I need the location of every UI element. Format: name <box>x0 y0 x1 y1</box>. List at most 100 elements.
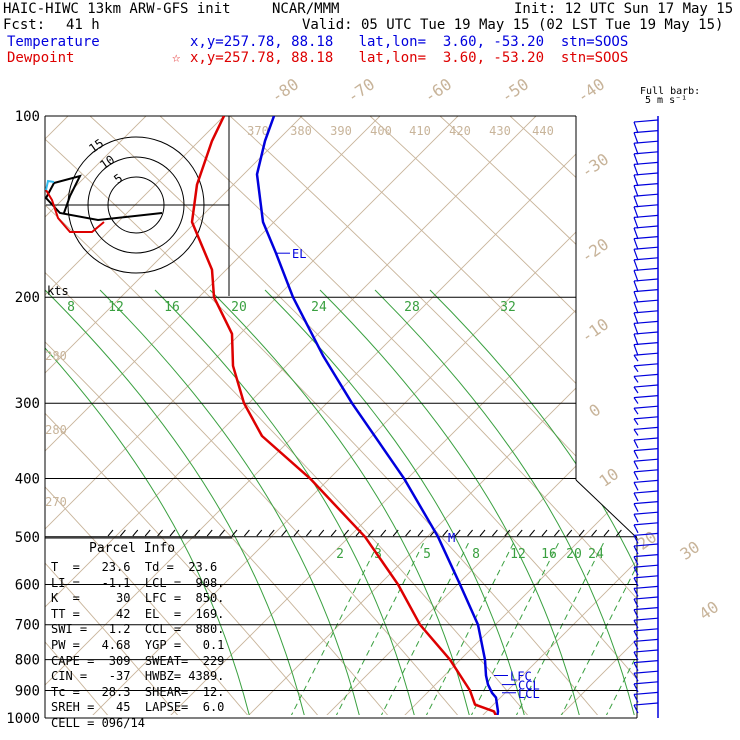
wind-barb-feather <box>633 513 639 523</box>
wind-barb-shaft <box>633 543 659 547</box>
wind-barb <box>633 458 659 470</box>
hodograph-trace-cyan <box>45 179 55 191</box>
isotherm-line <box>45 116 537 715</box>
parcel-info-row: T = 23.6 Td = 23.6 <box>51 560 218 574</box>
wind-barb-shaft <box>633 596 659 600</box>
wind-barb-shaft <box>633 691 659 695</box>
level-tick <box>591 529 597 537</box>
wind-barb-feather <box>633 683 639 693</box>
wind-barb-feather <box>633 609 639 618</box>
wind-barb <box>633 660 659 671</box>
wind-barb-shaft <box>633 342 659 346</box>
level-tick <box>504 529 511 537</box>
wind-barb-shaft <box>633 638 659 642</box>
dry-adiabat-line <box>45 116 251 715</box>
wind-barb-shaft <box>633 267 659 271</box>
wind-barb <box>633 289 659 303</box>
theta-label: 370 <box>247 124 269 138</box>
wind-barb <box>633 161 659 176</box>
wind-barb <box>633 638 659 650</box>
wind-barb-shaft <box>633 299 659 303</box>
level-tick <box>603 529 610 537</box>
dry-adiabat-line <box>299 116 637 715</box>
wind-barb-shaft <box>633 130 659 134</box>
pressure-tick-label: 300 <box>15 396 40 412</box>
mixing-ratio-label: 2 <box>336 547 344 562</box>
pressure-tick-label: 500 <box>15 530 40 546</box>
parcel-info-row: SWI = 1.2 CCL = 880. <box>51 622 225 637</box>
mixing-ratio-line <box>379 539 471 715</box>
dry-adiabat-line <box>45 116 531 715</box>
org-label: NCAR/MMM <box>272 1 340 17</box>
moist-adiabat-line <box>45 289 251 715</box>
wind-barb-shaft <box>633 585 659 589</box>
mixing-ratio-label: 5 <box>423 547 431 562</box>
wind-barb <box>633 532 659 544</box>
wind-barb-feather <box>633 323 639 335</box>
pressure-tick-label: 600 <box>15 577 40 593</box>
mixing-ratio-label: 8 <box>67 300 75 315</box>
mixing-ratio-line <box>334 539 426 715</box>
moist-adiabat-line <box>99 289 361 715</box>
frame-right-slant <box>575 479 638 539</box>
mixing-ratio-label: 20 <box>566 547 582 562</box>
wind-barb-shaft <box>633 458 659 462</box>
wind-barb <box>633 183 659 197</box>
level-tick <box>578 529 585 537</box>
wind-barb-feather <box>633 333 639 346</box>
dry-adiabat-line <box>89 116 637 715</box>
level-tick <box>169 529 176 537</box>
wind-barb-shaft <box>633 575 659 579</box>
wind-barb-shaft <box>633 257 659 261</box>
level-tick <box>120 529 126 537</box>
wind-barb-shaft <box>633 416 659 420</box>
wind-barb-feather <box>633 492 639 502</box>
wind-barb-shaft <box>633 681 659 685</box>
isotherm-label: 30 <box>677 537 704 564</box>
moist-adiabat-line <box>45 289 306 715</box>
wind-barb-shaft <box>633 490 659 494</box>
level-tick <box>268 529 275 537</box>
wind-barb-shaft <box>633 607 659 611</box>
level-tick <box>492 529 498 537</box>
wind-barb-feather <box>633 259 639 272</box>
wind-barb-shaft <box>633 278 659 282</box>
level-marker-label: M <box>448 531 455 545</box>
wind-barb-shaft <box>633 395 659 399</box>
wind-barb <box>633 501 659 512</box>
dry-adiabat-line <box>45 116 461 715</box>
wind-barb-feather <box>633 354 639 362</box>
wind-barb-shaft <box>633 373 659 377</box>
wind-barb <box>633 267 659 282</box>
wind-barb-shaft <box>633 384 659 388</box>
mixing-ratio-label: 24 <box>588 547 604 562</box>
level-tick <box>318 529 325 537</box>
parcel-info-row: PW = 4.68 YGP = 0.1 <box>51 638 225 652</box>
wind-barb-feather <box>633 439 639 449</box>
fcst-value: 41 h <box>66 17 100 33</box>
wind-barb-shaft <box>633 320 659 324</box>
wind-barb-feather <box>633 142 639 155</box>
dry-adiabat-line <box>579 116 637 715</box>
mixing-ratio-line <box>604 539 637 715</box>
wind-barb-feather <box>633 291 639 303</box>
wind-barb-shaft <box>633 479 659 483</box>
wind-barb <box>633 490 659 502</box>
pressure-tick-label: 400 <box>15 471 40 487</box>
level-tick <box>182 529 188 537</box>
wind-barb <box>633 702 659 714</box>
wind-barb-feather <box>633 460 639 470</box>
wind-barb-feather <box>633 132 639 144</box>
wind-barb <box>633 342 659 356</box>
theta-label: 390 <box>330 124 352 138</box>
theta-label: 410 <box>409 124 431 138</box>
wind-barb-feather <box>633 153 639 166</box>
theta-label: 430 <box>489 124 511 138</box>
wind-barb <box>633 448 659 459</box>
wind-barb-feather <box>633 630 639 640</box>
wind-barb <box>633 352 659 362</box>
dry-adiabat-line <box>45 116 391 715</box>
level-tick <box>479 529 486 537</box>
wind-barb <box>633 649 659 661</box>
